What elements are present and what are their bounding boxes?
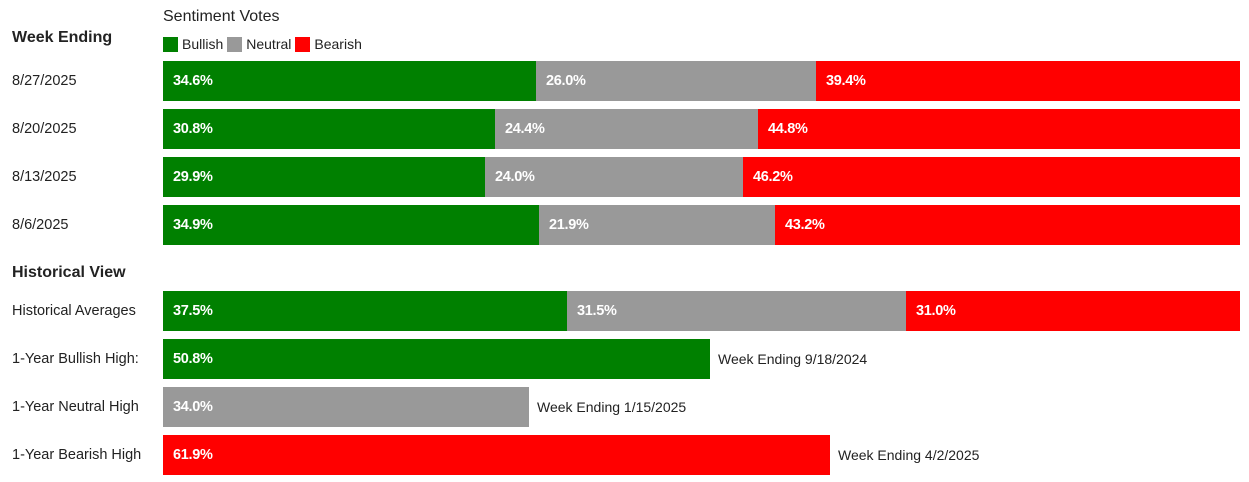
high-row-2-bar: 61.9% <box>163 435 830 475</box>
high-row-0-bar: 50.8% <box>163 339 710 379</box>
week-row-2-segment-bearish: 46.2% <box>743 157 1240 197</box>
week-row-1-segment-bullish: 30.8% <box>163 109 495 149</box>
legend-swatch-bullish <box>163 36 178 52</box>
week-row-1-segment-bearish: 44.8% <box>758 109 1240 149</box>
week-row-1-value-bullish: 30.8% <box>173 121 213 137</box>
historical-averages-row-segment-neutral: 31.5% <box>567 291 906 331</box>
high-row-1: 34.0% Week Ending 1/15/2025 <box>163 387 686 427</box>
high-row-2: 61.9% Week Ending 4/2/2025 <box>163 435 979 475</box>
high-row-0: 50.8% Week Ending 9/18/2024 <box>163 339 867 379</box>
week-row-2-value-bearish: 46.2% <box>753 169 793 185</box>
high-row-2-note: Week Ending 4/2/2025 <box>838 447 980 463</box>
high-row-2-value: 61.9% <box>173 447 213 463</box>
historical-averages-row-bar: 37.5% 31.5% 31.0% <box>163 291 1240 331</box>
week-row-1-label: 8/20/2025 <box>12 121 77 137</box>
week-row-1-value-bearish: 44.8% <box>768 121 808 137</box>
week-row-2-bar: 29.9% 24.0% 46.2% <box>163 157 1240 197</box>
high-row-0-label: 1-Year Bullish High: <box>12 351 139 367</box>
week-row-3-segment-bullish: 34.9% <box>163 205 539 245</box>
legend-label-bullish: Bullish <box>182 36 224 52</box>
week-row-0-label: 8/27/2025 <box>12 73 77 89</box>
week-row-2-segment-bullish: 29.9% <box>163 157 485 197</box>
high-row-1-note: Week Ending 1/15/2025 <box>537 399 687 415</box>
high-row-1-label: 1-Year Neutral High <box>12 399 139 415</box>
week-row-0-value-bullish: 34.6% <box>173 73 213 89</box>
week-row-0-segment-bearish: 39.4% <box>816 61 1240 101</box>
historical-averages-row-segment-bullish: 37.5% <box>163 291 567 331</box>
week-row-1-value-neutral: 24.4% <box>505 121 545 137</box>
historical-averages-row-label: Historical Averages <box>12 303 136 319</box>
legend-label-neutral: Neutral <box>246 36 292 52</box>
historical-view-header: Historical View <box>12 264 126 281</box>
legend-title: Sentiment Votes <box>163 8 280 25</box>
legend: Bullish Neutral Bearish <box>163 36 366 52</box>
week-row-3-bar: 34.9% 21.9% 43.2% <box>163 205 1240 245</box>
historical-averages-row-value-neutral: 31.5% <box>577 303 617 319</box>
week-row-3-value-neutral: 21.9% <box>549 217 589 233</box>
week-row-1-bar: 30.8% 24.4% 44.8% <box>163 109 1240 149</box>
week-row-1-segment-neutral: 24.4% <box>495 109 758 149</box>
high-row-0-note: Week Ending 9/18/2024 <box>718 351 868 367</box>
legend-item-neutral: Neutral <box>227 36 291 52</box>
high-row-0-value: 50.8% <box>173 351 213 367</box>
week-row-0-segment-bullish: 34.6% <box>163 61 536 101</box>
week-row-0-bar: 34.6% 26.0% 39.4% <box>163 61 1240 101</box>
legend-label-bearish: Bearish <box>314 36 362 52</box>
week-row-3-value-bearish: 43.2% <box>785 217 825 233</box>
historical-averages-row-value-bullish: 37.5% <box>173 303 213 319</box>
week-row-0-value-neutral: 26.0% <box>546 73 586 89</box>
legend-swatch-bearish <box>295 36 311 52</box>
historical-averages-row-segment-bearish: 31.0% <box>906 291 1240 331</box>
legend-swatch-neutral <box>227 36 243 52</box>
week-row-2-label: 8/13/2025 <box>12 169 77 185</box>
week-row-3-segment-bearish: 43.2% <box>775 205 1240 245</box>
week-row-3-label: 8/6/2025 <box>12 217 69 233</box>
week-row-2-segment-neutral: 24.0% <box>485 157 743 197</box>
high-row-1-value: 34.0% <box>173 399 213 415</box>
high-row-2-label: 1-Year Bearish High <box>12 447 142 463</box>
week-row-2-value-bullish: 29.9% <box>173 169 213 185</box>
high-row-1-bar: 34.0% <box>163 387 529 427</box>
week-ending-header: Week Ending <box>12 29 113 46</box>
week-row-3-value-bullish: 34.9% <box>173 217 213 233</box>
week-row-0-segment-neutral: 26.0% <box>536 61 816 101</box>
week-row-2-value-neutral: 24.0% <box>495 169 535 185</box>
legend-item-bearish: Bearish <box>295 36 362 52</box>
legend-item-bullish: Bullish <box>163 36 223 52</box>
week-row-3-segment-neutral: 21.9% <box>539 205 775 245</box>
week-row-0-value-bearish: 39.4% <box>826 73 866 89</box>
historical-averages-row-value-bearish: 31.0% <box>916 303 956 319</box>
